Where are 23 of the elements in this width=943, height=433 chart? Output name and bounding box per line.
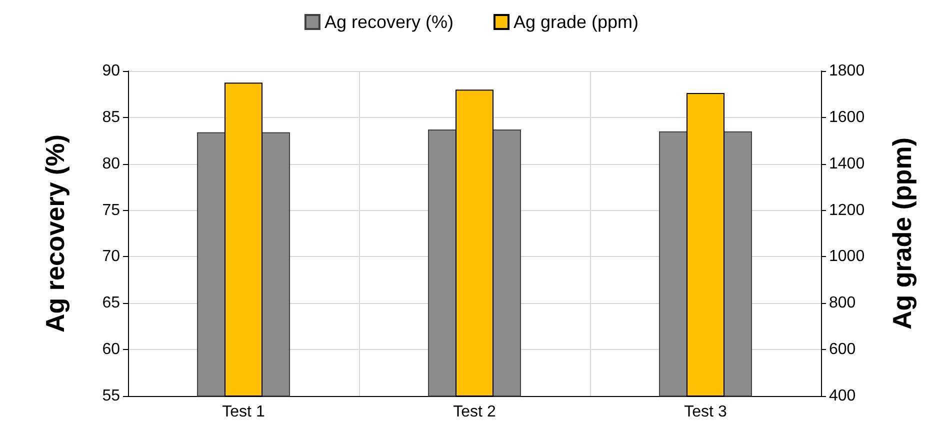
legend-label: Ag grade (ppm) (513, 12, 639, 32)
y2-tick-label: 1200 (829, 202, 865, 219)
y-tick-label: 60 (102, 341, 120, 358)
y-axis-title: Ag recovery (%) (40, 134, 70, 332)
y-tick-label: 70 (102, 248, 120, 266)
y2-tick-label: 1000 (829, 248, 865, 266)
y-tick-label: 90 (102, 62, 120, 80)
legend-label: Ag recovery (%) (324, 12, 454, 32)
x-tick-label: Test 2 (453, 404, 496, 420)
y2-tick-label: 800 (829, 294, 856, 312)
y2-axis-title: Ag grade (ppm) (887, 137, 917, 330)
y-tick-label: 85 (102, 108, 120, 126)
y-tick-label: 80 (102, 155, 120, 172)
y2-tick-label: 1600 (829, 108, 865, 126)
y-tick-label: 55 (102, 388, 120, 404)
x-tick-label: Test 3 (684, 404, 727, 420)
y2-tick-label: 1400 (829, 155, 865, 172)
y2-tick-label: 400 (829, 388, 856, 404)
y-tick-label: 65 (102, 294, 120, 312)
x-tick-label: Test 1 (222, 404, 265, 420)
y-tick-label: 75 (102, 202, 120, 219)
y2-tick-label: 600 (829, 341, 856, 358)
y2-tick-label: 1800 (829, 62, 865, 80)
